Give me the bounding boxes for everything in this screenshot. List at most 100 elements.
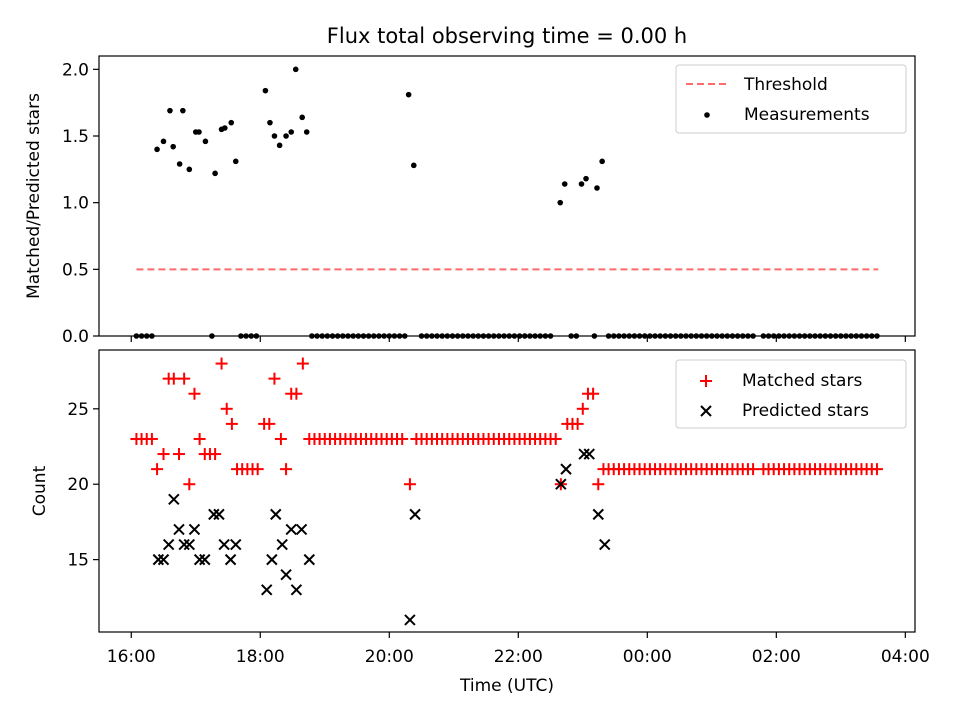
matched-star-point	[209, 448, 222, 461]
matched-star-point	[183, 478, 196, 491]
x-tick-label: 22:00	[494, 647, 543, 667]
bottom-y-ticks: 15 20 25	[67, 400, 99, 571]
bottom-panel: 15 20 25 16:00 18:00 20:00 22:00 00:00 02:00 04:…	[30, 349, 930, 696]
predicted-star-point	[168, 493, 180, 506]
measurement-point	[594, 185, 600, 191]
predicted-star-point	[560, 463, 572, 475]
measurement-point	[167, 107, 173, 114]
matched-star-point	[263, 417, 276, 430]
top-axes-frame	[98, 55, 916, 337]
measurement-point	[154, 146, 160, 153]
measurement-point	[578, 181, 585, 187]
measurement-point	[288, 129, 295, 135]
measurement-point	[561, 181, 568, 187]
measurement-point	[221, 125, 228, 131]
measurement-point	[186, 166, 193, 173]
matched-star-point	[280, 463, 293, 476]
top-y-ticks: 0.0 0.5 1.0 1.5 2.0	[62, 60, 99, 347]
bottom-legend-box	[675, 359, 907, 429]
matched-star-point	[172, 448, 185, 461]
matched-star-point	[290, 387, 303, 400]
matched-star-point	[145, 432, 158, 445]
measurement-point	[180, 107, 186, 114]
legend-predicted-label: Predicted stars	[742, 401, 869, 421]
predicted-star-point	[162, 538, 175, 551]
x-tick-label: 16:00	[107, 647, 156, 667]
matched-star-point	[188, 387, 201, 400]
predicted-star-point	[188, 523, 201, 536]
measurement-point	[262, 87, 269, 94]
x-tick-label: 00:00	[623, 647, 672, 667]
matched-star-point	[576, 402, 589, 415]
predicted-star-point	[157, 553, 170, 566]
chart-title: Flux total observing time = 0.00 h	[327, 24, 687, 48]
measurement-point	[583, 175, 589, 182]
predicted-star-point	[173, 523, 185, 536]
predicted-star-point	[409, 508, 421, 521]
measurement-point	[299, 114, 305, 121]
predicted-star-point	[208, 508, 220, 521]
measurement-point	[232, 158, 239, 165]
measurement-point	[176, 161, 183, 167]
measurement-point	[196, 129, 202, 135]
matched-star-point	[587, 387, 600, 400]
predicted-star-point	[199, 553, 211, 566]
matched-star-point	[571, 417, 584, 430]
matched-star-point	[193, 432, 206, 445]
predicted-star-point	[224, 553, 237, 566]
bottom-y-tick-label: 15	[67, 551, 89, 571]
legend-matched-label: Matched stars	[742, 371, 862, 391]
top-y-tick-label: 1.5	[62, 127, 89, 147]
legend-matched-swatch	[700, 375, 712, 387]
matched-star-point	[225, 417, 238, 430]
matched-star-point	[178, 372, 191, 385]
predicted-star-point	[183, 538, 196, 551]
top-y-tick-label: 0.5	[62, 260, 89, 280]
predicted-star-point	[578, 448, 590, 460]
measurement-point	[212, 170, 218, 177]
matched-star-point	[167, 372, 180, 385]
matched-star-point	[592, 478, 605, 491]
matched-star-point	[549, 432, 562, 445]
legend-predicted-swatch	[700, 405, 712, 417]
predicted-star-point	[230, 538, 242, 551]
top-panel: 0.00.51.01.52.0 Matched/Predicted stars …	[24, 55, 916, 347]
predicted-star-point	[261, 584, 273, 596]
legend-measurements-label: Measurements	[744, 105, 870, 125]
matched-star-point	[274, 432, 287, 445]
bottom-axes-frame	[98, 349, 916, 633]
predicted-star-point	[404, 614, 416, 626]
matched-star-point	[251, 463, 264, 476]
bottom-y-tick-label: 20	[67, 475, 89, 495]
bottom-plot-marks	[130, 357, 883, 626]
x-axis-label: Time (UTC)	[459, 676, 554, 696]
x-tick-label: 04:00	[881, 647, 930, 667]
measurement-point	[599, 158, 605, 165]
measurement-point	[410, 162, 417, 169]
top-legend-box	[675, 64, 907, 134]
predicted-star-point	[599, 538, 611, 551]
predicted-star-point	[213, 508, 225, 521]
measurement-point	[405, 91, 412, 98]
bottom-y-tick-label: 25	[67, 400, 89, 420]
x-tick-label: 20:00	[365, 647, 414, 667]
predicted-star-point	[592, 508, 604, 521]
predicted-star-point	[276, 538, 288, 551]
measurement-point	[160, 138, 167, 145]
matched-star-point	[747, 463, 760, 476]
matched-star-point	[870, 463, 883, 476]
matched-star-point	[157, 448, 170, 461]
x-tick-label: 02:00	[752, 647, 801, 667]
predicted-star-point	[555, 478, 567, 490]
predicted-star-point	[178, 538, 190, 551]
x-tick-label: 18:00	[236, 647, 285, 667]
predicted-star-point	[218, 538, 230, 551]
bottom-x-ticks: 16:00 18:00 20:00 22:00 00:00 02:00 04:00	[107, 632, 930, 667]
measurement-point	[170, 143, 176, 150]
predicted-star-point	[270, 508, 282, 521]
measurement-point	[267, 119, 273, 126]
predicted-star-point	[583, 448, 595, 460]
legend-measurements-swatch	[704, 112, 710, 118]
predicted-star-point	[280, 568, 292, 581]
